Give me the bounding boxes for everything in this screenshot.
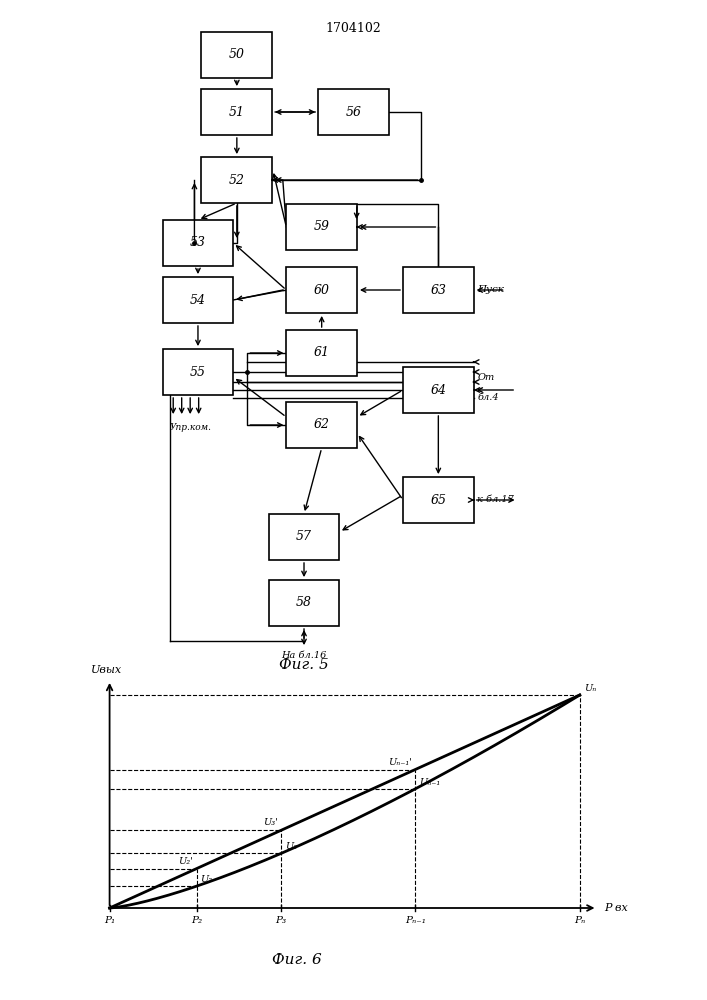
Bar [163,277,233,323]
Text: 62: 62 [314,418,329,432]
Text: Pₙ₋₁: Pₙ₋₁ [404,916,426,925]
Text: 56: 56 [346,105,361,118]
Text: Упр.ком.: Упр.ком. [170,423,211,432]
Text: P₃: P₃ [276,916,287,925]
Text: 58: 58 [296,596,312,609]
Text: U₂': U₂' [178,857,193,866]
Bar [269,580,339,626]
Text: Uₙ: Uₙ [584,684,596,693]
Text: От: От [477,373,494,382]
Bar [201,32,272,78]
Text: 59: 59 [314,221,329,233]
Text: 60: 60 [314,284,329,296]
Text: к бл.17: к бл.17 [477,495,514,504]
Text: P₁: P₁ [104,916,115,925]
Text: 53: 53 [190,236,206,249]
Text: Фиг. 5: Фиг. 5 [279,658,329,672]
Text: Uвых: Uвых [90,665,122,675]
Text: U₂: U₂ [200,875,212,884]
Bar [286,267,357,313]
Text: U₃: U₃ [285,842,297,851]
Text: Пуск: Пуск [477,286,504,294]
Bar [163,349,233,395]
Bar [269,514,339,560]
Bar [318,89,389,135]
Bar [201,89,272,135]
Text: U₃': U₃' [263,818,278,827]
Text: 50: 50 [229,48,245,62]
Bar [403,367,474,413]
Text: 52: 52 [229,174,245,186]
Text: 63: 63 [431,284,446,296]
Text: бл.4: бл.4 [477,393,499,402]
Bar [286,330,357,376]
Bar [286,204,357,250]
Text: Uₙ₋₁: Uₙ₋₁ [419,778,440,787]
Text: 61: 61 [314,347,329,360]
Text: Uₙ₋₁': Uₙ₋₁' [387,758,411,767]
Bar [403,267,474,313]
Text: На бл.16: На бл.16 [281,651,327,660]
Text: 57: 57 [296,530,312,544]
Bar [163,220,233,266]
Bar [201,157,272,203]
Text: 1704102: 1704102 [326,22,381,35]
Text: Фиг. 6: Фиг. 6 [272,953,322,967]
Text: 54: 54 [190,294,206,306]
Text: 64: 64 [431,383,446,396]
Bar [403,477,474,523]
Text: 55: 55 [190,365,206,378]
Bar [286,402,357,448]
Text: 51: 51 [229,105,245,118]
Text: P вх: P вх [604,903,629,913]
Text: Pₙ: Pₙ [574,916,585,925]
Text: 65: 65 [431,493,446,506]
Text: P₂: P₂ [191,916,202,925]
